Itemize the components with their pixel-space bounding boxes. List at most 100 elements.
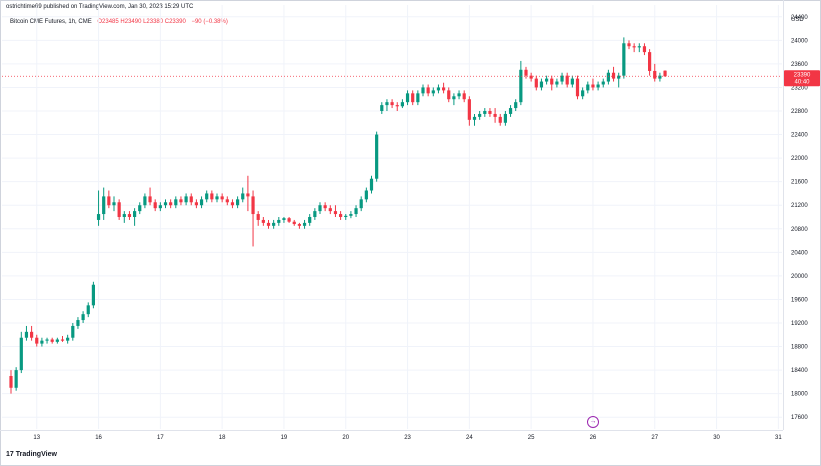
candle-body xyxy=(591,84,595,88)
candle-body xyxy=(596,84,600,88)
candle-body xyxy=(225,199,229,203)
candle-body xyxy=(292,221,296,225)
candle-body xyxy=(122,214,126,217)
candle-body xyxy=(627,43,631,47)
candle-body xyxy=(66,337,70,341)
y-tick-label: 21200 xyxy=(791,203,808,209)
candle-body xyxy=(586,84,590,91)
candle-body xyxy=(205,193,209,200)
candle-body xyxy=(169,202,173,206)
candle-body xyxy=(436,87,441,91)
y-tick-label: 17600 xyxy=(791,415,808,421)
candle-body xyxy=(333,211,338,215)
candle-body xyxy=(529,75,533,79)
candle-body xyxy=(328,208,332,212)
candle-body xyxy=(493,113,497,117)
y-tick-label: 18800 xyxy=(791,345,808,351)
candle-body xyxy=(297,224,301,226)
price-axis[interactable] xyxy=(783,0,821,430)
candle-body xyxy=(210,193,214,200)
candle-body xyxy=(35,337,39,344)
last-price-value: 23390 xyxy=(794,72,811,78)
candle-body xyxy=(220,196,224,200)
candle-body xyxy=(199,199,204,206)
y-tick-label: 23600 xyxy=(791,62,808,68)
x-tick-label: 19 xyxy=(281,435,288,441)
candle-body xyxy=(617,75,621,79)
candle-body xyxy=(431,90,435,94)
candle-body xyxy=(452,96,456,100)
symbol-label[interactable]: Bitcoin CME Futures, 1h, CME xyxy=(10,19,92,25)
candle-body xyxy=(601,81,605,85)
candle-body xyxy=(385,102,389,106)
candle-body xyxy=(24,331,29,338)
candle-body xyxy=(158,205,162,209)
y-tick-label: 22000 xyxy=(791,156,808,162)
x-tick-label: 23 xyxy=(404,435,411,441)
candle-body xyxy=(107,196,111,206)
candle-body xyxy=(411,93,415,103)
x-tick-label: 27 xyxy=(651,435,658,441)
x-tick-label: 20 xyxy=(342,435,349,441)
candle-body xyxy=(539,81,544,88)
y-tick-label: 18400 xyxy=(791,368,808,374)
candle-body xyxy=(261,219,265,223)
candle-body xyxy=(524,69,528,76)
candle-body xyxy=(287,218,291,222)
candle-body xyxy=(189,196,193,203)
candle-body xyxy=(117,202,121,217)
candle-body xyxy=(184,196,188,203)
candle-body xyxy=(581,90,585,97)
candle-body xyxy=(555,81,559,85)
candle-body xyxy=(375,134,379,179)
ohlc-values: O23485 H23490 L23380 C23390 xyxy=(97,19,186,25)
x-tick-label: 31 xyxy=(775,435,782,441)
y-tick-label: 20000 xyxy=(791,274,808,280)
candle-body xyxy=(565,75,569,85)
go-to-realtime-icon[interactable]: → xyxy=(587,416,599,428)
candle-body xyxy=(457,93,461,97)
candle-body xyxy=(390,102,394,106)
candle-body xyxy=(112,202,116,206)
bar-countdown: 40:40 xyxy=(794,79,810,85)
y-tick-label: 24400 xyxy=(791,15,808,21)
candle-body xyxy=(55,339,59,342)
chart-legend: Bitcoin CME Futures, 1h, CME O23485 H234… xyxy=(10,19,228,25)
candle-body xyxy=(550,78,554,85)
candle-body xyxy=(302,222,307,226)
candle-body xyxy=(637,46,641,48)
candle-body xyxy=(241,193,245,200)
candle-body xyxy=(256,214,260,220)
candle-body xyxy=(138,205,142,212)
candle-body xyxy=(246,193,250,197)
tradingview-logo[interactable]: 17 TradingView xyxy=(6,451,57,458)
candle-body xyxy=(9,376,13,388)
candle-body xyxy=(622,43,626,76)
candle-body xyxy=(339,214,343,217)
x-tick-label: 16 xyxy=(95,435,102,441)
candle-body xyxy=(30,331,34,338)
candle-body xyxy=(483,111,487,114)
brand-label: TradingView xyxy=(15,451,57,458)
currency-label: USD xyxy=(791,17,804,23)
y-tick-label: 19200 xyxy=(791,321,808,327)
candle-body xyxy=(50,339,54,342)
candle-body xyxy=(534,78,538,88)
candle-body xyxy=(545,78,549,82)
candle-body xyxy=(251,196,255,215)
candle-body xyxy=(642,46,647,53)
x-tick-label: 13 xyxy=(33,435,40,441)
candle-body xyxy=(416,93,420,103)
x-tick-label: 17 xyxy=(157,435,164,441)
candle-body xyxy=(323,205,327,209)
candle-body xyxy=(467,99,471,120)
last-price-badge xyxy=(784,70,820,87)
y-tick-label: 21600 xyxy=(791,180,808,186)
time-axis[interactable] xyxy=(0,430,783,449)
candle-body xyxy=(230,202,235,206)
candle-body xyxy=(153,202,157,209)
candle-body xyxy=(81,314,85,321)
candle-body xyxy=(215,196,219,200)
candle-body xyxy=(653,70,657,79)
